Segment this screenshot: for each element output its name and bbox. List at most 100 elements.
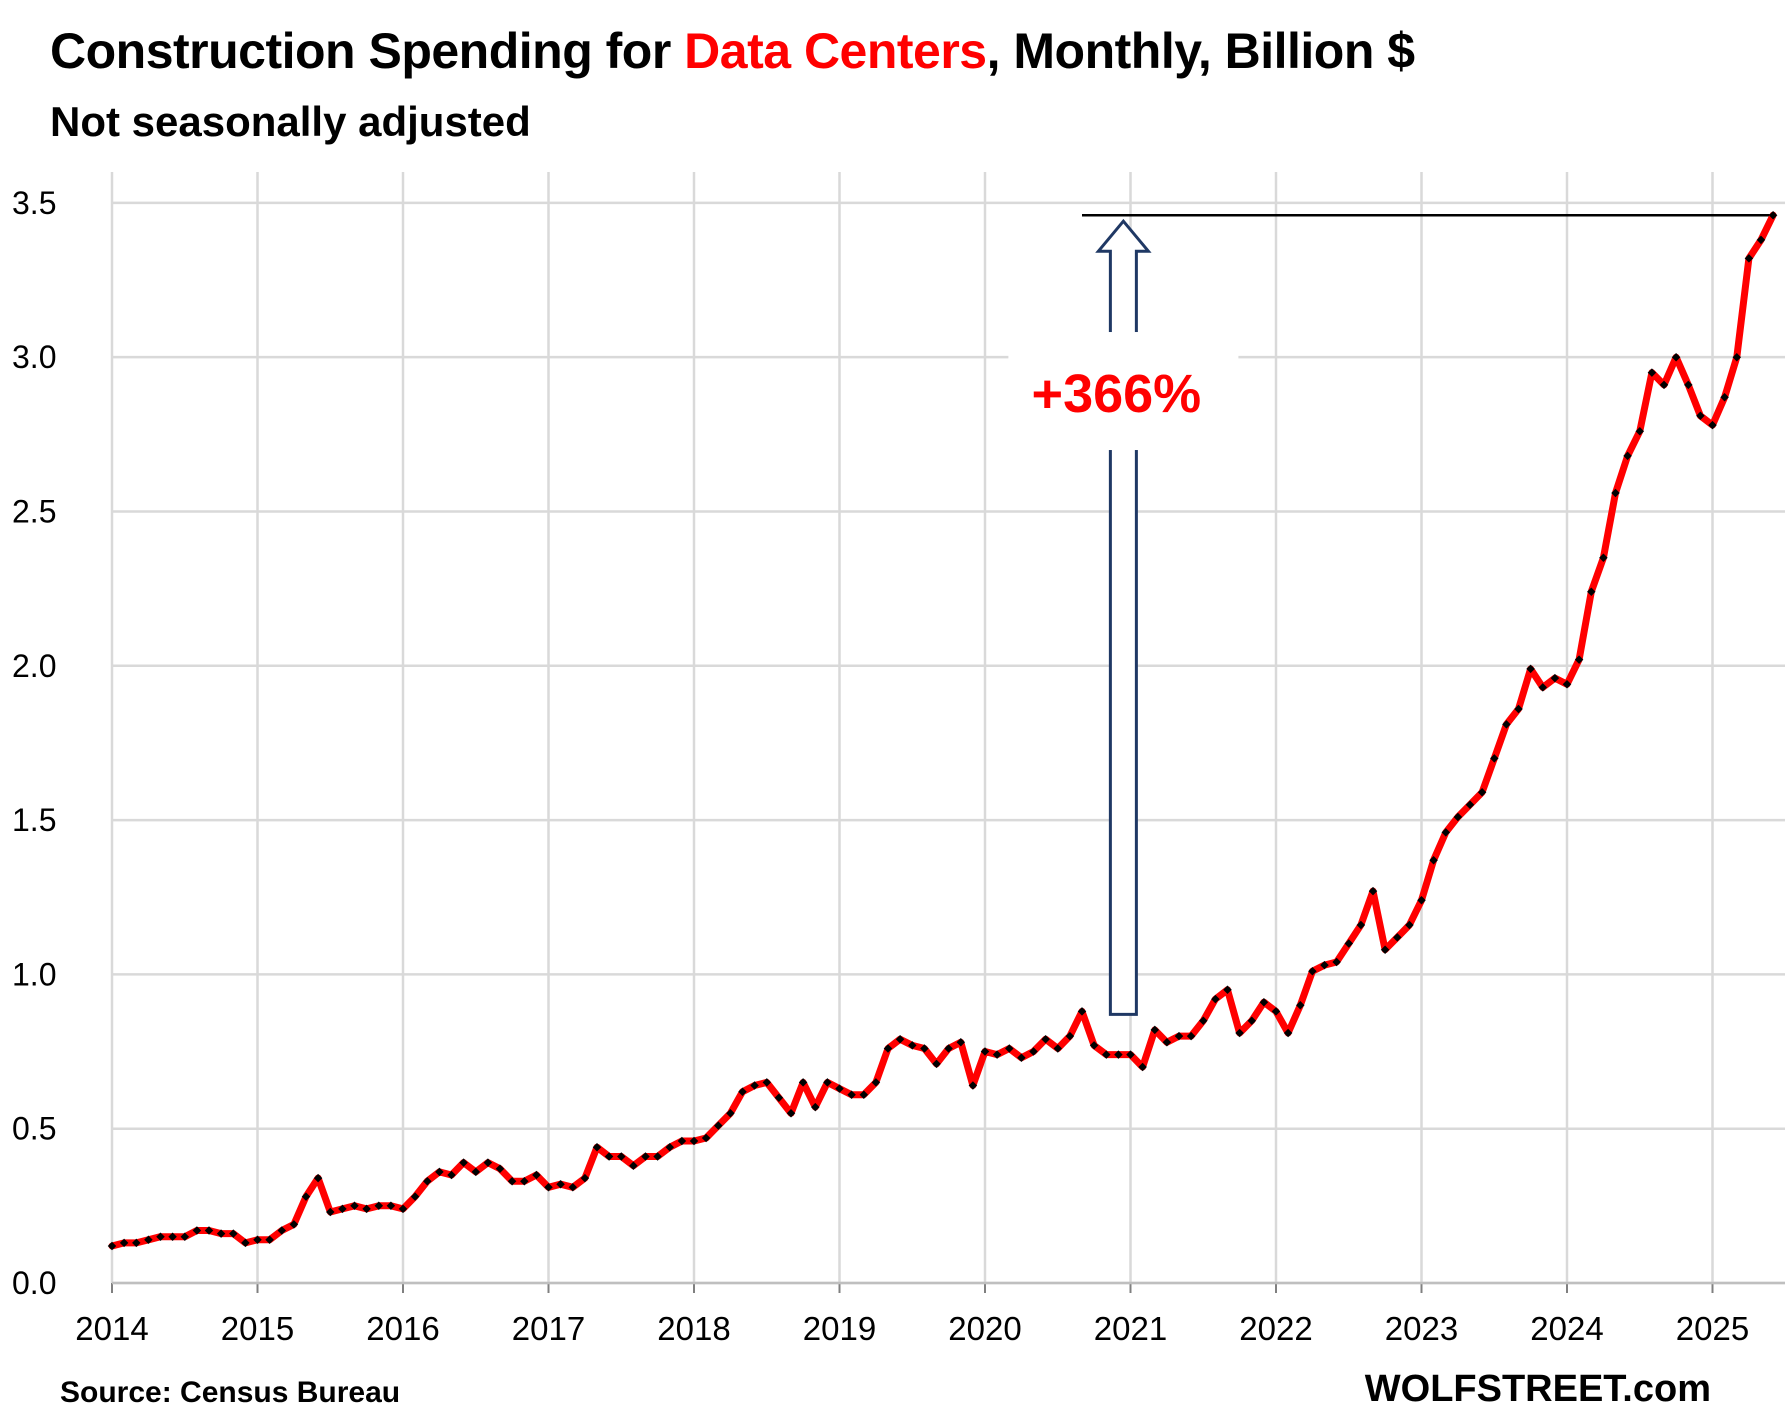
source-note: Source: Census Bureau — [60, 1376, 401, 1409]
data-point — [1490, 754, 1499, 763]
data-point — [386, 1201, 396, 1211]
data-point — [483, 1158, 493, 1167]
data-point — [956, 1038, 966, 1047]
data-point — [1041, 1034, 1050, 1044]
data-point — [1684, 380, 1693, 390]
data-point — [823, 1078, 832, 1087]
data-point — [689, 1136, 699, 1146]
data-point — [617, 1152, 626, 1161]
data-point — [750, 1081, 759, 1090]
data-point — [1465, 800, 1475, 809]
data-point — [665, 1142, 675, 1152]
data-point — [1186, 1031, 1196, 1041]
y-tick-label: 0.0 — [12, 1265, 56, 1301]
chart-title: Construction Spending for Data Centers, … — [50, 22, 1415, 80]
data-point — [1308, 967, 1317, 976]
x-tick-label: 2019 — [803, 1310, 876, 1347]
data-point — [1708, 420, 1717, 430]
data-point — [774, 1093, 784, 1103]
x-tick-label: 2015 — [221, 1310, 294, 1347]
data-point — [726, 1109, 735, 1118]
data-point — [920, 1044, 929, 1053]
y-tick-label: 0.5 — [12, 1111, 56, 1147]
data-point — [1611, 488, 1620, 498]
x-tick-label: 2018 — [657, 1310, 730, 1347]
data-point — [1393, 933, 1402, 942]
data-point — [1320, 960, 1329, 970]
data-point — [835, 1084, 844, 1093]
data-point — [908, 1041, 917, 1050]
data-point — [1065, 1031, 1075, 1041]
data-point — [1538, 683, 1548, 692]
data-point — [1077, 1007, 1087, 1016]
data-point — [1647, 368, 1657, 377]
data-point — [701, 1133, 711, 1143]
data-point — [362, 1204, 371, 1214]
data-point — [859, 1090, 869, 1099]
x-tick-label: 2022 — [1239, 1310, 1312, 1347]
data-point — [798, 1078, 808, 1087]
data-point — [1174, 1031, 1184, 1041]
data-point — [313, 1173, 323, 1183]
data-point — [532, 1170, 541, 1180]
annotation-layer: +366% — [1008, 213, 1774, 1016]
series-layer — [107, 210, 1778, 1251]
y-tick-label: 2.5 — [12, 493, 56, 529]
data-point — [1696, 411, 1705, 421]
data-point — [1150, 1025, 1160, 1035]
x-tick-label: 2020 — [948, 1310, 1021, 1347]
data-point — [544, 1183, 553, 1192]
data-point — [301, 1192, 311, 1201]
data-point — [1550, 673, 1560, 683]
data-point — [1417, 896, 1426, 905]
data-point — [447, 1170, 456, 1180]
data-point — [374, 1201, 384, 1211]
data-point — [495, 1164, 505, 1174]
x-tick-label: 2021 — [1094, 1310, 1167, 1347]
data-point — [1599, 553, 1608, 563]
data-point — [1114, 1050, 1123, 1059]
data-point — [556, 1179, 565, 1189]
data-point — [1744, 254, 1754, 263]
data-point — [1429, 855, 1438, 865]
data-point — [1126, 1050, 1135, 1059]
data-point — [1296, 1001, 1305, 1010]
x-tick-label: 2023 — [1385, 1310, 1458, 1347]
y-tick-label: 1.5 — [12, 802, 56, 838]
annotation-label-box — [1008, 332, 1239, 451]
data-point — [1356, 920, 1366, 930]
data-point — [1587, 587, 1596, 596]
data-point — [1053, 1044, 1063, 1053]
data-point — [1514, 704, 1523, 714]
title-highlight: Data Centers — [684, 23, 987, 79]
data-point — [1259, 997, 1269, 1007]
data-point — [980, 1047, 990, 1056]
data-point — [762, 1078, 772, 1087]
data-point — [944, 1044, 953, 1053]
data-point — [568, 1183, 578, 1192]
data-point — [932, 1059, 941, 1069]
data-point — [1029, 1047, 1038, 1056]
data-point — [1477, 788, 1487, 797]
data-point — [471, 1167, 481, 1177]
data-point — [653, 1152, 662, 1161]
axis-layer: 0.0 0.5 1.0 1.5 2.0 2.5 3.0 3.5 2014 2015 2016 2017… — [12, 185, 1785, 1347]
data-point — [1671, 352, 1681, 362]
data-point — [1502, 720, 1511, 729]
data-point — [1102, 1050, 1111, 1059]
data-point — [1732, 352, 1742, 362]
data-point — [1247, 1016, 1257, 1025]
title-prefix: Construction Spending for — [50, 23, 685, 79]
title-suffix: , Monthly, Billion $ — [986, 23, 1415, 79]
data-point — [847, 1090, 856, 1099]
y-tick-label: 3.0 — [12, 339, 56, 375]
x-tick-label: 2016 — [366, 1310, 439, 1347]
data-point — [398, 1204, 408, 1214]
data-point — [1659, 380, 1669, 390]
data-point — [580, 1173, 590, 1183]
data-point — [1720, 393, 1729, 402]
data-point — [350, 1201, 359, 1211]
chart-subtitle: Not seasonally adjusted — [50, 98, 531, 145]
data-point — [1271, 1007, 1281, 1016]
data-point — [1344, 939, 1354, 948]
